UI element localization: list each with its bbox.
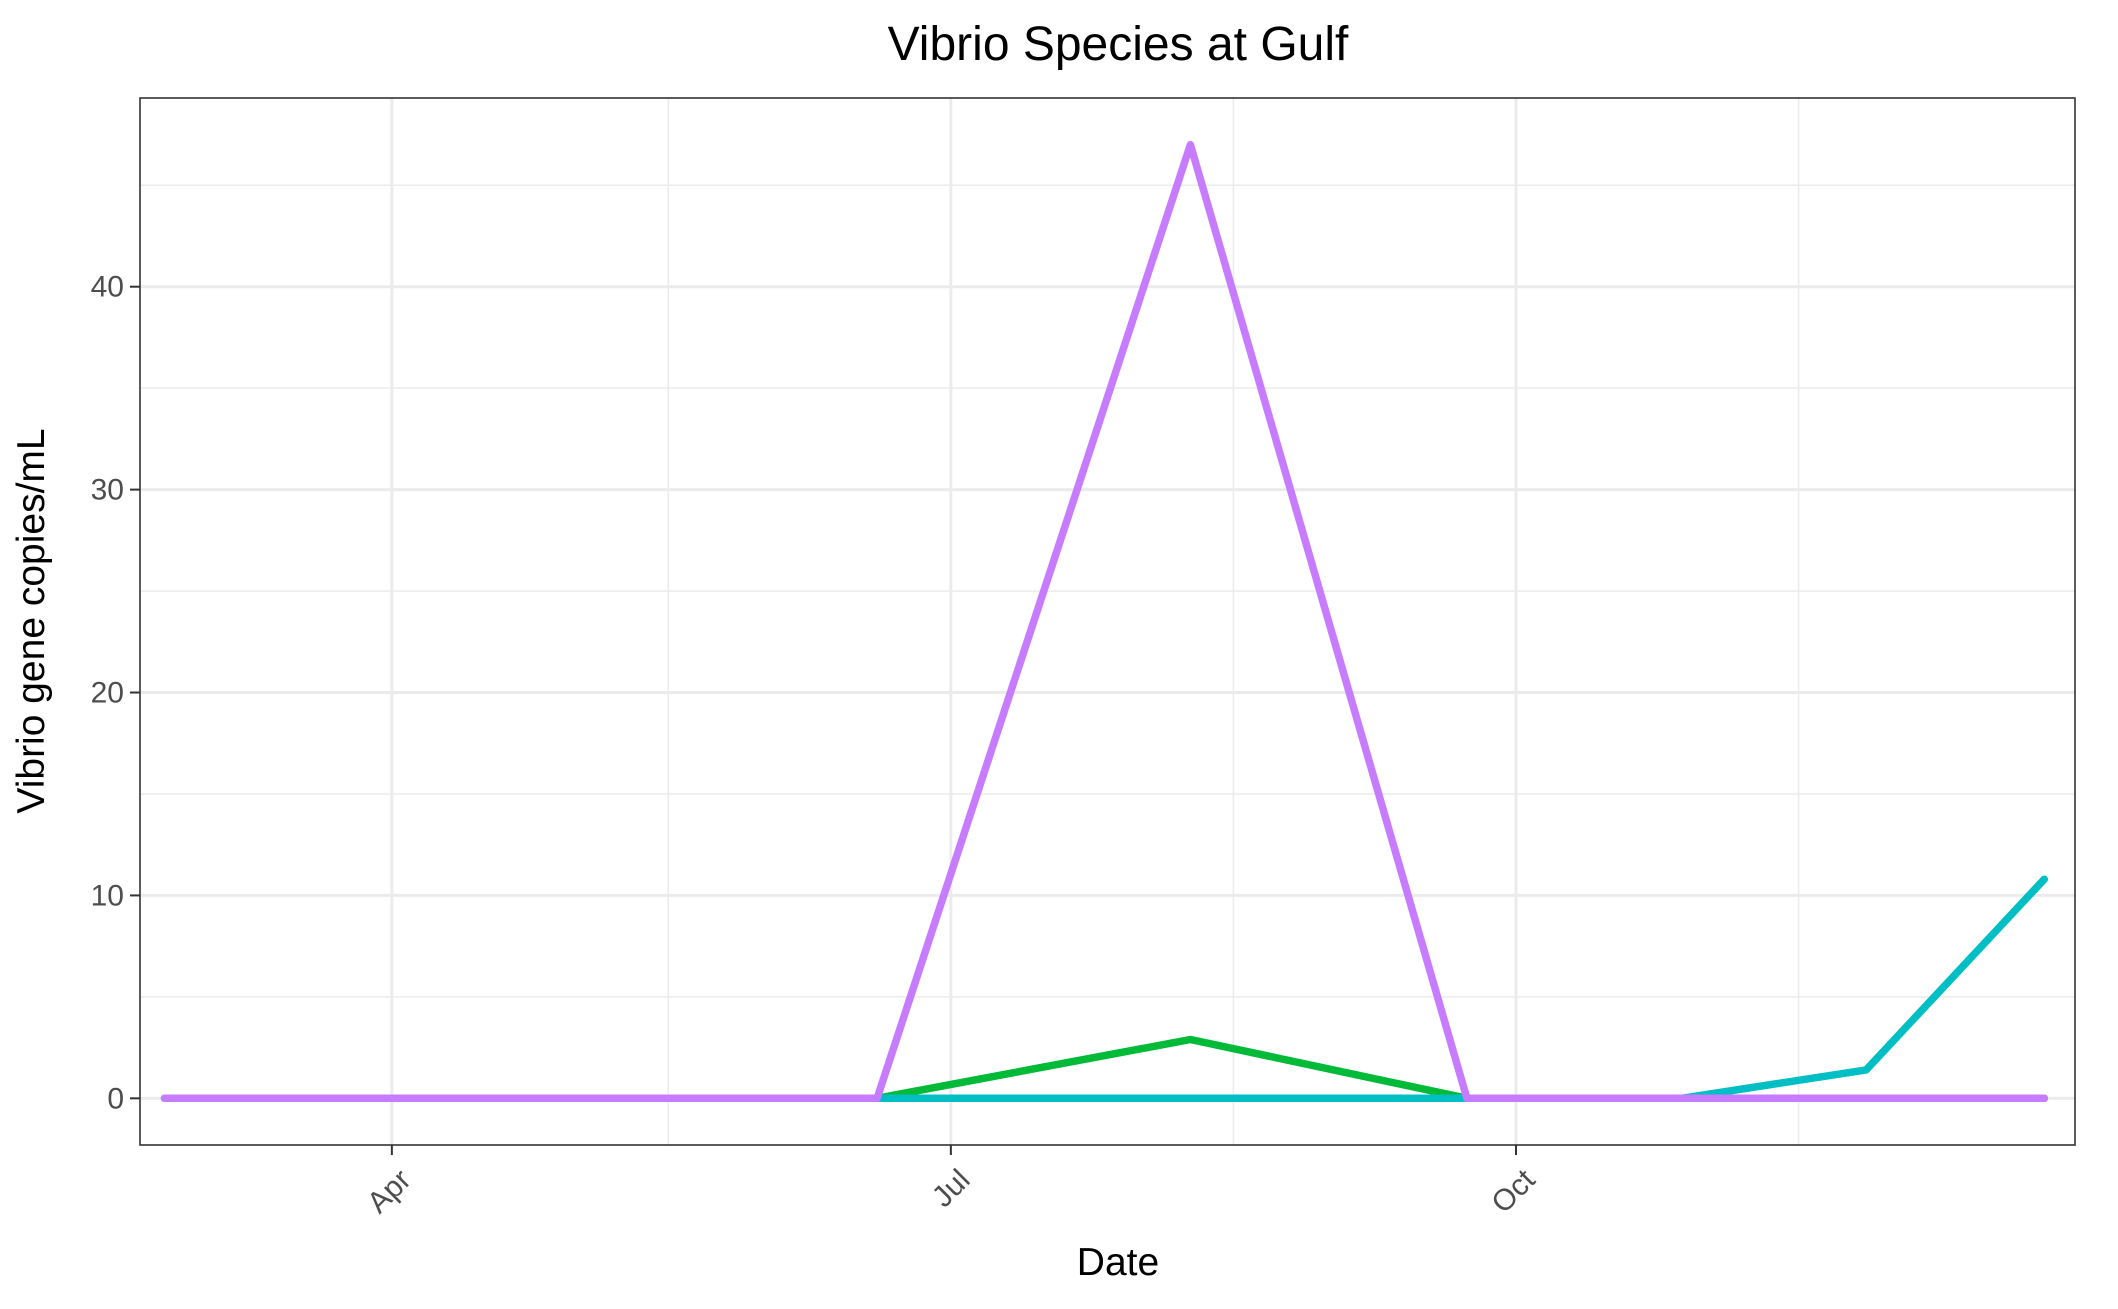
y-tick-label: 10	[91, 879, 124, 912]
panel-background	[140, 98, 2075, 1145]
chart-title: Vibrio Species at Gulf	[888, 18, 1349, 71]
y-tick-label: 30	[91, 474, 124, 507]
series-lines	[160, 140, 2049, 1103]
y-axis-title: Vibrio gene copies/mL	[10, 428, 53, 813]
y-tick-label: 40	[91, 271, 124, 304]
minor-gridlines	[140, 98, 2075, 1145]
y-axis: 0 10 20 30 40	[91, 271, 140, 1115]
series-line-3	[160, 140, 2049, 1103]
x-axis-title: Date	[1077, 1241, 1159, 1284]
panel-frame	[139, 97, 2076, 1146]
y-tick-label: 20	[91, 677, 124, 710]
panel-border	[139, 97, 2076, 1146]
y-tick-label: 0	[107, 1082, 124, 1115]
plot-panel	[140, 98, 2075, 1145]
